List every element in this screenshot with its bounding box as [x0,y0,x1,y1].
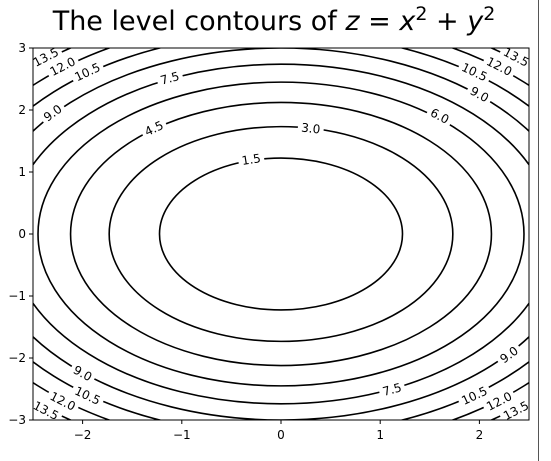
contour-label-7-5: 7.5 [381,380,403,399]
contour-label-bg [27,43,64,72]
contour-label-bg [27,396,64,425]
contour-label-bg [481,52,518,81]
contour-label-bg [297,120,325,137]
contour-line-9 [33,48,529,420]
title-var-y: y [466,6,484,37]
x-tick-label: −2 [74,428,92,442]
window-edge-divider [538,0,539,461]
y-tick-label: 1 [18,165,26,179]
contour-label-bg [69,58,106,86]
x-axis: −2 −1 0 1 2 [74,420,483,442]
y-axis: −3 −2 −1 0 1 2 3 [8,41,33,427]
y-tick-label: −1 [8,289,26,303]
contour-line-7-5 [33,63,529,405]
y-tick-label: −2 [8,351,26,365]
contour-label-bg [464,82,495,107]
contour-label-1-5: 1.5 [241,151,262,168]
y-tick-label: 3 [18,41,26,55]
title-equals: = [360,6,400,37]
title-var-x: x [398,6,416,37]
contour-line-6 [37,81,525,387]
contour-line-1-5 [158,157,404,311]
contour-label-bg [38,99,68,127]
contour-label-bg [498,396,535,425]
x-tick-label: 0 [277,428,285,442]
contour-label-bg [139,116,169,141]
contour-label-bg [237,150,266,169]
title-exponent-x: 2 [415,3,427,25]
x-tick-label: −1 [173,428,191,442]
contour-label-bg [67,361,98,386]
contour-label-bg [44,387,81,416]
title-text: The level contours of [52,6,346,37]
x-tick-label: 1 [376,428,384,442]
contour-line-4-5 [69,101,493,367]
contour-label-bg [494,341,524,369]
title-plus: + [427,6,467,37]
x-tick-label: 2 [476,428,484,442]
contour-label-bg [481,387,518,416]
contour-label-7-5: 7.5 [159,69,181,88]
contour-lines-group [33,48,529,420]
y-tick-label: 0 [18,227,26,241]
title-var-z: z [344,6,360,37]
chart-title: The level contours of z = x2 + y2 [52,3,496,37]
contour-label-bg [456,58,493,86]
contour-label-bg [44,52,81,81]
contour-line-3 [108,125,454,343]
y-tick-label: 2 [18,103,26,117]
y-tick-label: −3 [8,413,26,427]
contour-label-bg [456,382,493,410]
contour-label-bg [69,382,106,410]
contour-line-12 [33,48,529,420]
contour-labels-group: 1.53.04.56.07.57.59.09.09.09.010.5 10.510… [27,43,535,425]
contour-label-bg [498,43,535,72]
contour-label-bg [377,379,407,400]
contour-label-3-0: 3.0 [301,121,322,137]
contour-label-bg [155,68,185,89]
contour-label-bg [425,103,455,129]
title-exponent-y: 2 [483,3,495,25]
